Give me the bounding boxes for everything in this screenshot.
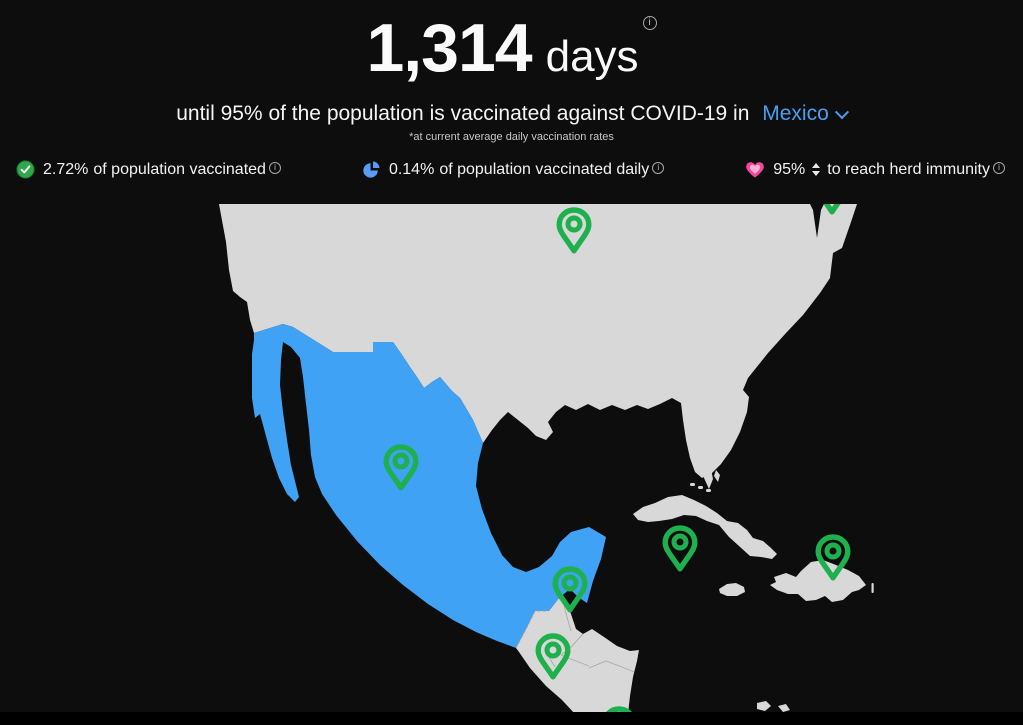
- pie-chart-icon: [363, 161, 380, 178]
- herd-percent-stepper[interactable]: [812, 163, 821, 176]
- stat-vaccinated-value: 2.72%: [43, 160, 89, 178]
- footnote: *at current average daily vaccination ra…: [409, 131, 614, 143]
- stat-daily-label: of population vaccinated daily: [439, 160, 650, 178]
- country-name: Mexico: [762, 102, 829, 125]
- heart-icon: [746, 161, 765, 178]
- map-region-cuba[interactable]: [633, 495, 777, 559]
- map-islets: [757, 701, 790, 712]
- map-region-united-states[interactable]: [219, 204, 857, 478]
- stat-daily-info-icon[interactable]: i: [652, 161, 665, 174]
- stat-vaccinated-info-icon[interactable]: i: [268, 161, 281, 174]
- stat-herd-info-icon[interactable]: i: [992, 161, 1005, 174]
- map-region-puerto-rico[interactable]: [871, 583, 874, 593]
- stepper-down-icon[interactable]: [812, 171, 821, 176]
- stat-daily: 0.14% of population vaccinated daily i: [362, 160, 665, 179]
- stat-herd-immunity: 95% to reach herd immunity i: [745, 161, 1005, 179]
- stat-daily-value: 0.14%: [388, 160, 435, 178]
- map-region-hispaniola[interactable]: [770, 560, 866, 602]
- map-region-jamaica[interactable]: [719, 583, 745, 596]
- stepper-up-icon[interactable]: [812, 163, 821, 168]
- stat-vaccinated: 2.72% of population vaccinated i: [16, 160, 281, 179]
- countdown-value: 1,314: [366, 10, 532, 86]
- country-selector[interactable]: Mexico: [762, 102, 849, 126]
- map-region-central-america[interactable]: [516, 598, 639, 714]
- subtitle-text: until 95% of the population is vaccinate…: [176, 102, 750, 125]
- map-container: [0, 204, 1023, 725]
- map-region-mexico-highlighted[interactable]: [252, 324, 606, 648]
- map-florida-keys: [690, 483, 711, 492]
- chevron-down-icon: [834, 105, 849, 120]
- subtitle: until 95% of the population is vaccinate…: [0, 102, 1023, 126]
- north-america-map[interactable]: [0, 204, 1023, 725]
- countdown-info-icon[interactable]: i: [642, 16, 657, 30]
- check-circle-icon: [16, 160, 35, 179]
- countdown-unit: days: [545, 32, 639, 81]
- stat-herd-label: to reach herd immunity: [827, 160, 990, 178]
- map-region-bahamas[interactable]: [704, 463, 720, 489]
- stat-vaccinated-label: of population vaccinated: [93, 160, 266, 178]
- stats-row: 2.72% of population vaccinated i 0.14% o…: [0, 160, 1023, 179]
- map-marker-cuba[interactable]: [665, 528, 695, 569]
- bottom-bar: [0, 712, 1023, 725]
- countdown-headline: 1,314 daysi: [0, 0, 1023, 82]
- stat-herd-value: 95%: [773, 160, 806, 178]
